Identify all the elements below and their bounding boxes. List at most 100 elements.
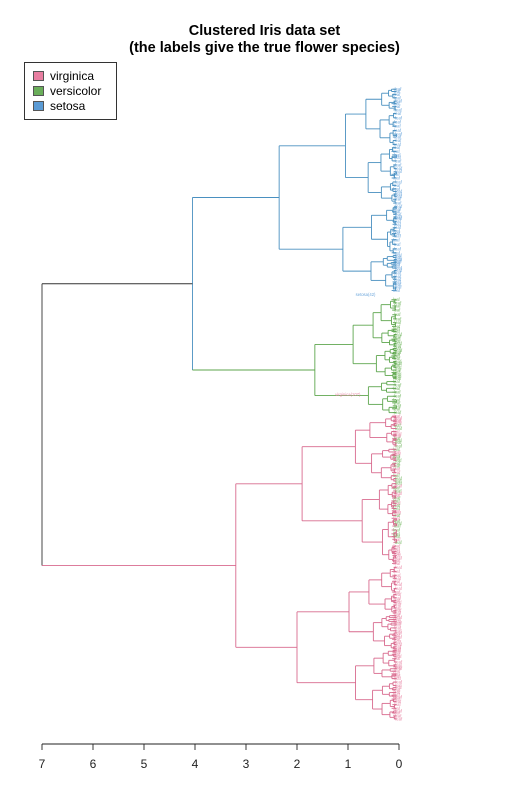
legend-label-virginica: virginica bbox=[50, 69, 95, 83]
leaf-label: leaf bbox=[394, 423, 402, 428]
leaf-label: leaf bbox=[393, 370, 401, 375]
leaf-label: leaf bbox=[395, 608, 403, 613]
leaf-label: leaf bbox=[393, 406, 401, 411]
leaf-label: leaf bbox=[394, 419, 402, 424]
leaf-label: leaf bbox=[394, 312, 402, 317]
leaf-label: leaf bbox=[393, 546, 401, 551]
leaf-label: leaf bbox=[394, 120, 402, 125]
x-axis-tick-label: 5 bbox=[141, 757, 148, 771]
leaf-label: leaf bbox=[395, 417, 403, 422]
leaf-label: leaf bbox=[395, 716, 403, 721]
x-axis-tick-label: 6 bbox=[90, 757, 97, 771]
leaf-label: leaf bbox=[395, 421, 403, 426]
legend-item-virginica: virginica bbox=[33, 69, 94, 83]
leaf-label: leaf bbox=[393, 528, 401, 533]
leaf-label: leaf bbox=[394, 242, 402, 247]
leaf-label: leaf bbox=[395, 335, 403, 340]
x-axis-tick-label: 3 bbox=[243, 757, 250, 771]
leaf-label: leaf bbox=[393, 379, 401, 384]
leaf-label: leaf bbox=[394, 623, 402, 628]
chart-title-line-1: Clustered Iris data set bbox=[188, 23, 341, 39]
leaf-label: leaf bbox=[393, 690, 401, 695]
leaf-label: leaf bbox=[393, 498, 401, 503]
leaf-label: leaf bbox=[395, 282, 403, 287]
leaf-label: leaf bbox=[393, 549, 401, 554]
leaf-label: leaf bbox=[393, 172, 401, 177]
leaf-label: leaf bbox=[393, 175, 401, 180]
leaf-label: leaf bbox=[395, 484, 403, 489]
leaf-label: leaf bbox=[394, 128, 402, 133]
leaf-label: leaf bbox=[395, 194, 403, 199]
leaf-label: leaf bbox=[394, 558, 402, 563]
leaf-label: leaf bbox=[394, 613, 402, 618]
leaf-label: leaf bbox=[393, 429, 401, 434]
leaf-label: leaf bbox=[395, 438, 403, 443]
legend-item-versicolor: versicolor bbox=[33, 84, 101, 98]
leaf-label: leaf bbox=[395, 350, 403, 355]
leaf-label: leaf bbox=[394, 436, 402, 441]
leaf-label: leaf bbox=[395, 348, 403, 353]
leaf-label: leaf bbox=[394, 382, 402, 387]
leaf-label: leaf bbox=[394, 674, 402, 679]
leaf-label: leaf bbox=[395, 341, 403, 346]
leaf-label: leaf bbox=[393, 617, 401, 622]
leaf-label: leaf bbox=[395, 259, 403, 264]
leaf-label: leaf bbox=[395, 169, 403, 174]
leaf-label: leaf bbox=[395, 138, 403, 143]
leaf-label: leaf bbox=[394, 524, 402, 529]
leaf-label: leaf bbox=[395, 683, 403, 688]
legend-swatch-setosa bbox=[33, 101, 44, 111]
leaf-label: leaf bbox=[393, 237, 401, 242]
leaf-label: leaf bbox=[395, 158, 403, 163]
leaf-label: leaf bbox=[395, 166, 403, 171]
leaf-label: leaf bbox=[395, 708, 403, 713]
leaf-label: leaf bbox=[394, 410, 402, 415]
leaf-label: leaf bbox=[394, 197, 402, 202]
leaf-label: leaf bbox=[395, 458, 403, 463]
leaf-label: leaf bbox=[394, 135, 402, 140]
leaf-label: leaf bbox=[394, 414, 402, 419]
leaf-label: leaf bbox=[395, 416, 403, 421]
leaf-label: leaf bbox=[393, 149, 401, 154]
leaf-label: leaf bbox=[393, 467, 401, 472]
leaf-label: leaf bbox=[394, 496, 402, 501]
leaf-label: leaf bbox=[394, 324, 402, 329]
leaf-label: leaf bbox=[395, 179, 403, 184]
leaf-label: leaf bbox=[394, 320, 402, 325]
leaf-label: leaf bbox=[395, 586, 403, 591]
leaf-label: leaf bbox=[395, 372, 403, 377]
leaf-label: leaf bbox=[393, 337, 401, 342]
leaf-label: leaf bbox=[394, 274, 402, 279]
leaf-label: leaf bbox=[394, 308, 402, 313]
leaf-label: leaf bbox=[395, 680, 403, 685]
leaf-label: leaf bbox=[395, 662, 403, 667]
leaf-label: leaf bbox=[394, 351, 402, 356]
leaf-label: leaf bbox=[393, 231, 401, 236]
leaf-label: leaf bbox=[394, 124, 402, 129]
leaf-label: leaf bbox=[395, 316, 403, 321]
leaf-label: leaf bbox=[393, 101, 401, 106]
leaf-label: leaf bbox=[395, 476, 403, 481]
leaf-label: leaf bbox=[394, 640, 402, 645]
leaf-label: leaf bbox=[393, 262, 401, 267]
leaf-label: leaf bbox=[394, 603, 402, 608]
leaf-label: leaf bbox=[393, 693, 401, 698]
leaf-label: leaf bbox=[395, 635, 403, 640]
leaf-label: leaf bbox=[394, 303, 402, 308]
leaf-label: leaf bbox=[394, 390, 402, 395]
leaf-label: leaf bbox=[395, 621, 403, 626]
legend-item-setosa: setosa bbox=[33, 99, 85, 113]
leaf-label: leaf bbox=[394, 669, 402, 674]
leaf-label: leaf bbox=[394, 234, 402, 239]
leaf-label: leaf bbox=[395, 332, 403, 337]
leaf-label: leaf bbox=[395, 631, 403, 636]
leaf-label: leaf bbox=[393, 186, 401, 191]
leaf-label: leaf bbox=[394, 246, 402, 251]
leaf-label: leaf bbox=[395, 300, 403, 305]
leaf-label: leaf bbox=[395, 132, 403, 137]
leaf-label: leaf bbox=[395, 344, 403, 349]
leaf-label: leaf bbox=[393, 228, 401, 233]
leaf-label: leaf bbox=[393, 710, 401, 715]
leaf-label: leaf bbox=[394, 89, 402, 94]
leaf-label: leaf bbox=[394, 183, 402, 188]
